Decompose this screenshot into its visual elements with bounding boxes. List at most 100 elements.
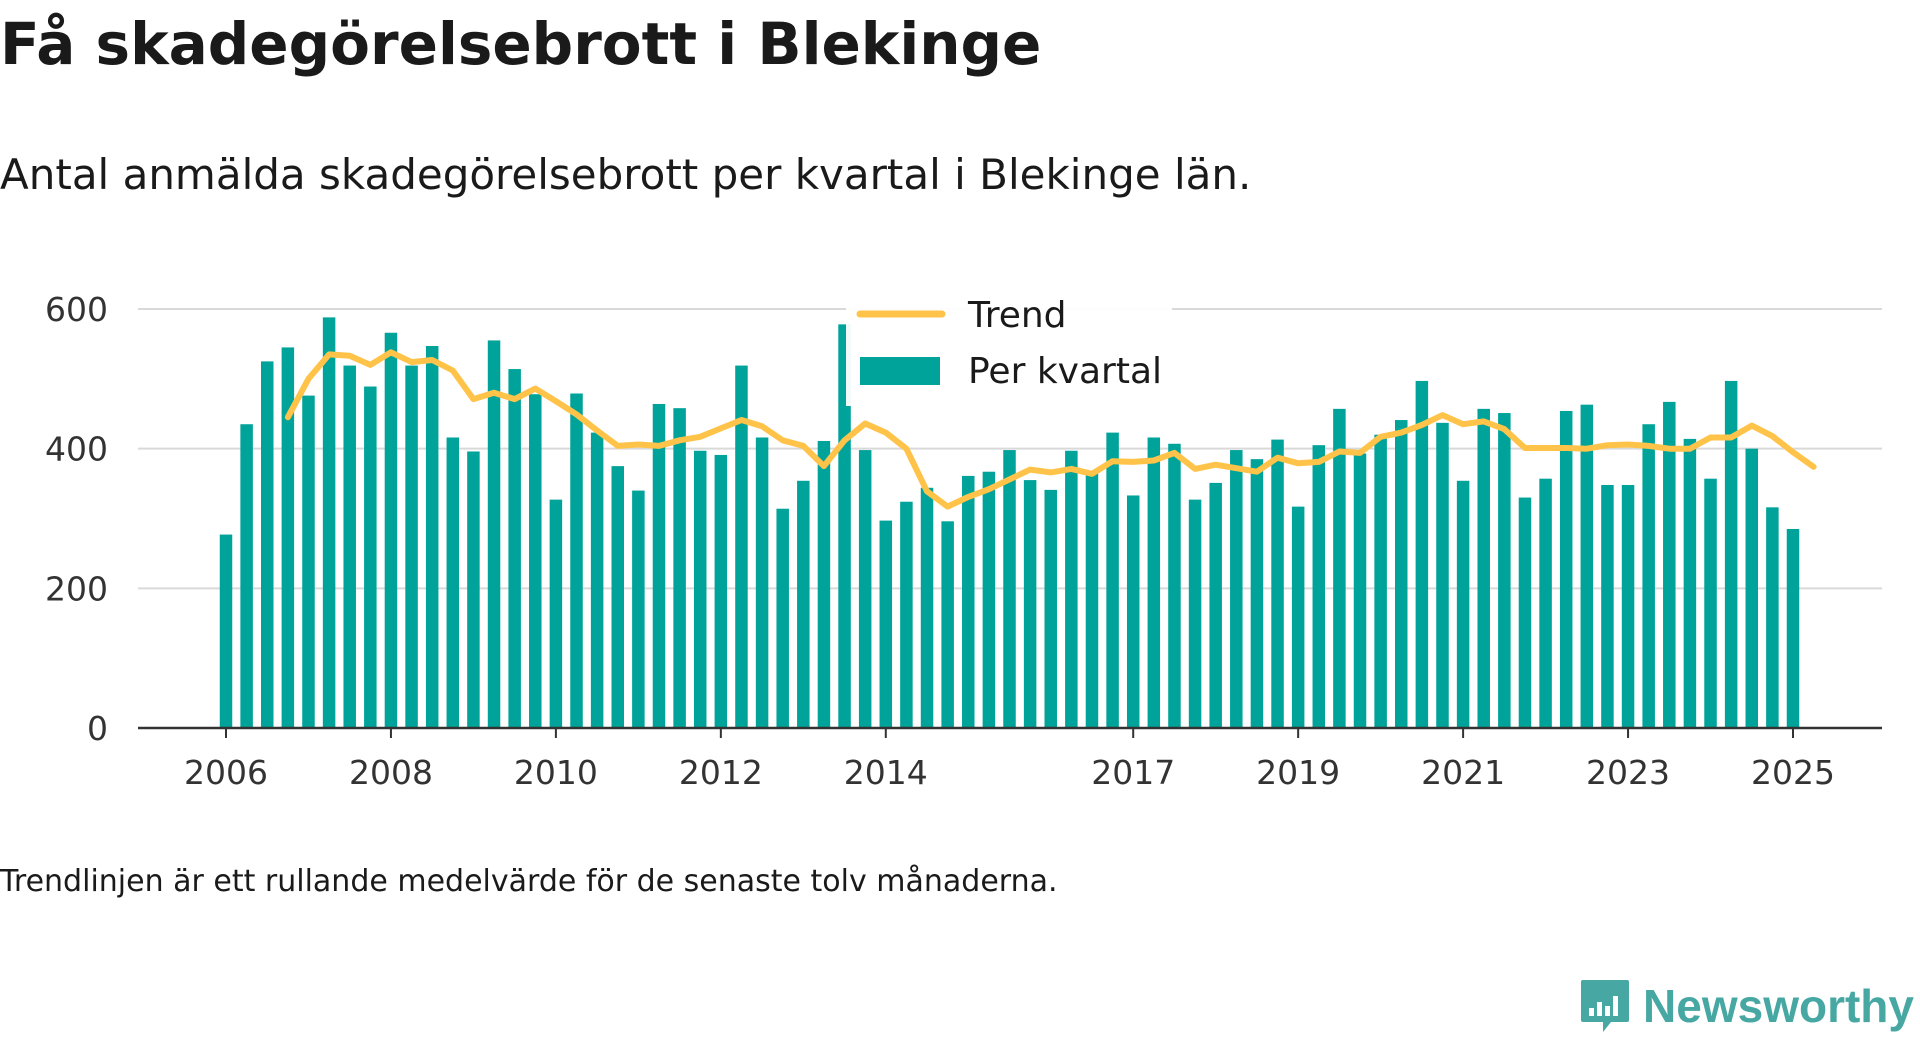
bar: [1126, 495, 1140, 728]
bar: [755, 437, 769, 728]
newsworthy-logo-icon: [1581, 980, 1630, 1032]
x-tick-label: 2019: [1256, 753, 1340, 792]
trend-line: [284, 349, 1817, 510]
bar: [1168, 443, 1181, 728]
bar: [1642, 424, 1655, 728]
bar: [962, 475, 975, 728]
bar: [1085, 471, 1099, 728]
bar: [693, 450, 707, 728]
x-tick-label: 2012: [679, 753, 763, 792]
brand-name: Newsworthy: [1643, 980, 1914, 1032]
bar: [343, 365, 356, 728]
bar-chart: 0 200 400 600 2006 2008 2010 2012 2014 2017 2019 20…: [45, 290, 1882, 792]
legend-box: [846, 290, 1172, 406]
bar: [240, 424, 253, 728]
bar: [1374, 434, 1387, 728]
bar: [1271, 439, 1284, 728]
bar: [776, 508, 789, 728]
bar: [1333, 408, 1346, 728]
bar: [1065, 450, 1078, 728]
chart-subtitle: Antal anmälda skadegörelsebrott per kvar…: [0, 150, 1252, 199]
bar: [1209, 482, 1222, 728]
bar: [1023, 480, 1037, 728]
x-tick-label: 2008: [349, 753, 433, 792]
bar: [1456, 480, 1470, 728]
x-tick-label: 2021: [1421, 753, 1505, 792]
bar: [1395, 420, 1408, 728]
bar: [364, 386, 377, 728]
bar: [446, 437, 460, 728]
bar: [1436, 422, 1449, 728]
bar: [1291, 506, 1305, 728]
bar: [941, 521, 954, 728]
bar: [817, 440, 831, 728]
x-tick-label: 2006: [184, 753, 268, 792]
bar: [1250, 459, 1264, 728]
bar: [1477, 408, 1490, 728]
bar: [1745, 448, 1759, 728]
bar: [405, 365, 418, 728]
bar: [260, 361, 274, 728]
bar: [1044, 489, 1057, 728]
x-tick-label: 2025: [1751, 753, 1835, 792]
legend-swatch-bars: [860, 357, 940, 385]
bar: [590, 432, 604, 728]
bar: [1518, 497, 1532, 728]
bar: [529, 394, 542, 728]
bar: [1724, 380, 1738, 728]
bar: [1580, 404, 1594, 728]
bar: [487, 340, 501, 728]
bar: [1415, 380, 1429, 728]
bar: [570, 393, 583, 728]
bar: [735, 365, 748, 728]
bar: [714, 454, 728, 728]
bar: [797, 480, 810, 728]
bar: [879, 520, 893, 728]
legend-label-trend: Trend: [967, 295, 1067, 336]
bar: [1106, 432, 1119, 728]
bar: [549, 499, 563, 728]
bar: [920, 487, 934, 728]
bar: [673, 408, 686, 728]
bar: [632, 490, 645, 728]
bar: [1147, 437, 1161, 728]
y-tick-label: 600: [45, 290, 108, 329]
bar: [652, 403, 666, 728]
bar: [1353, 453, 1367, 728]
bar: [302, 395, 315, 728]
bar: [1003, 450, 1016, 728]
bar: [425, 346, 439, 728]
bar: [1539, 478, 1552, 728]
bar: [1683, 438, 1697, 728]
bar: [838, 324, 851, 728]
bar: [1704, 478, 1717, 728]
y-tick-label: 200: [45, 569, 108, 608]
bar: [1559, 410, 1573, 728]
x-tick-label: 2014: [844, 753, 928, 792]
bar: [1663, 401, 1676, 728]
bar: [982, 471, 996, 728]
y-tick-label: 400: [45, 430, 108, 469]
bar: [467, 451, 480, 728]
brand-logo: Newsworthy: [1579, 978, 1914, 1034]
bar: [1312, 445, 1326, 728]
bar: [1188, 499, 1202, 728]
bar: [1498, 413, 1511, 728]
bar: [611, 466, 624, 728]
bar: [900, 501, 913, 728]
bar: [508, 369, 521, 728]
bar: [384, 332, 398, 728]
chart-title: Få skadegörelsebrott i Blekinge: [0, 10, 1042, 78]
bar: [1621, 484, 1635, 728]
bar: [281, 347, 295, 728]
bar: [322, 317, 336, 728]
bar: [219, 534, 233, 728]
y-tick-label: 0: [87, 709, 108, 748]
x-tick-label: 2010: [514, 753, 598, 792]
x-tick-label: 2017: [1091, 753, 1175, 792]
bar: [858, 450, 872, 728]
bar: [1786, 528, 1800, 728]
x-tick-label: 2023: [1586, 753, 1670, 792]
bar: [1766, 507, 1779, 728]
chart-footnote: Trendlinjen är ett rullande medelvärde f…: [0, 864, 1058, 899]
